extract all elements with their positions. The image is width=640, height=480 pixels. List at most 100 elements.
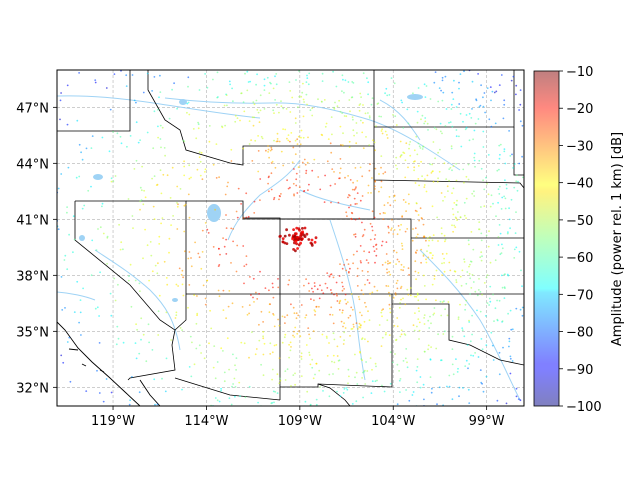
station-point: [258, 339, 261, 342]
source-point: [294, 239, 298, 243]
station-point: [190, 176, 192, 179]
station-point: [469, 340, 472, 343]
station-point: [400, 333, 403, 336]
station-point: [263, 84, 266, 87]
station-point: [436, 180, 439, 183]
station-point: [259, 109, 262, 112]
station-point: [455, 179, 458, 182]
station-point: [154, 408, 156, 410]
station-point: [583, 198, 585, 200]
station-point: [242, 443, 244, 445]
station-point: [426, 250, 428, 253]
station-point: [337, 418, 339, 420]
station-point: [519, 103, 522, 106]
station-point: [177, 40, 179, 42]
station-point: [204, 171, 206, 173]
station-point: [424, 449, 426, 451]
station-point: [282, 34, 284, 36]
station-point: [473, 195, 476, 197]
station-point: [488, 304, 490, 306]
station-point: [324, 451, 326, 453]
station-point: [99, 226, 102, 229]
colorbar-tick-label: −10: [566, 65, 593, 80]
station-point: [293, 193, 295, 196]
station-point: [482, 390, 485, 393]
station-point: [131, 376, 133, 378]
station-point: [272, 314, 275, 316]
station-point: [322, 390, 324, 392]
station-point: [348, 25, 350, 27]
station-point: [267, 176, 270, 179]
station-point: [308, 333, 310, 336]
station-point: [352, 118, 354, 121]
station-point: [256, 73, 258, 76]
coastline-path: [81, 363, 87, 367]
station-point: [225, 227, 228, 230]
station-point: [12, 247, 14, 249]
station-point: [498, 157, 501, 160]
station-point: [267, 148, 270, 151]
station-point: [421, 148, 424, 150]
station-point: [306, 77, 309, 79]
station-point: [201, 18, 203, 20]
station-point: [422, 274, 425, 277]
station-point: [359, 324, 362, 327]
station-point: [139, 200, 142, 203]
station-point: [486, 87, 489, 89]
station-point: [31, 187, 33, 189]
station-point: [302, 115, 305, 118]
station-point: [338, 302, 341, 305]
station-point: [304, 316, 307, 319]
station-point: [391, 361, 394, 364]
station-point: [489, 86, 492, 88]
station-point: [139, 290, 141, 293]
station-point: [422, 255, 425, 257]
station-point: [237, 187, 240, 190]
station-point: [145, 428, 147, 430]
station-point: [228, 290, 231, 292]
station-point: [527, 187, 529, 189]
station-point: [380, 115, 382, 118]
station-point: [480, 84, 482, 87]
station-point: [468, 243, 470, 246]
station-point: [508, 218, 511, 221]
station-point: [388, 294, 391, 297]
station-point: [218, 400, 221, 403]
state-border: [57, 70, 131, 132]
station-point: [356, 250, 358, 253]
station-point: [141, 165, 144, 168]
station-point: [465, 114, 468, 116]
station-point: [464, 438, 466, 440]
station-point: [316, 68, 318, 70]
source-point: [297, 227, 301, 231]
station-point: [377, 34, 379, 36]
station-point: [451, 398, 454, 401]
station-point: [101, 202, 104, 205]
station-point: [321, 470, 323, 472]
station-point: [480, 239, 483, 242]
station-point: [291, 466, 293, 468]
station-point: [326, 272, 329, 274]
station-point: [258, 293, 260, 295]
station-point: [220, 347, 223, 350]
station-point: [411, 239, 414, 242]
station-point: [417, 65, 419, 67]
station-point: [314, 373, 316, 376]
station-point: [271, 351, 274, 354]
station-point: [471, 42, 473, 44]
station-point: [437, 418, 439, 420]
state-border: [280, 218, 412, 294]
station-point: [309, 363, 312, 366]
station-point: [359, 199, 362, 202]
station-point: [566, 204, 568, 206]
station-point: [331, 133, 333, 136]
station-point: [346, 215, 348, 218]
station-point: [338, 275, 341, 277]
station-point: [116, 132, 119, 135]
station-point: [214, 208, 217, 211]
station-point: [261, 137, 264, 140]
station-point: [526, 164, 528, 166]
station-point: [562, 277, 564, 279]
station-point: [248, 143, 251, 145]
station-point: [69, 380, 72, 383]
